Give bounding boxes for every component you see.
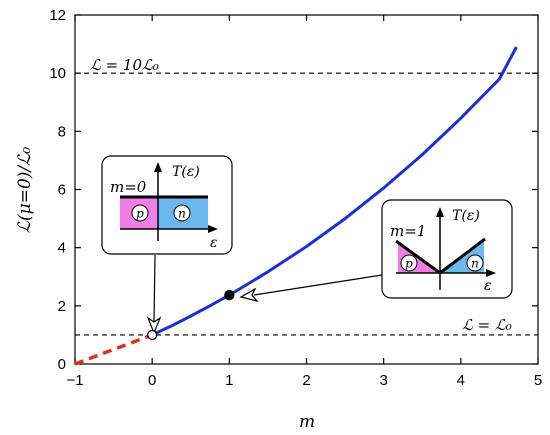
arrow-head-m0	[146, 316, 162, 335]
inset-m1-p-label: p	[405, 257, 413, 271]
x-tick-label: 3	[379, 372, 387, 389]
arrow-line-m1	[253, 274, 383, 296]
y-tick-label: 0	[58, 356, 66, 373]
inset-m0-ylabel: T(ε)	[172, 164, 200, 180]
solid-series-line	[151, 46, 518, 337]
inset-m1-mass-label: m=1	[390, 222, 426, 240]
ref-label-10: ℒ = 10ℒ₀	[90, 56, 159, 74]
inset-m0-p-circle	[131, 204, 149, 222]
y-tick-label: 10	[49, 65, 66, 82]
markers-group	[147, 289, 235, 341]
inset-m1-n-label: n	[471, 257, 479, 271]
inset-m0-n-label: n	[178, 207, 186, 221]
y-tick-label: 8	[58, 123, 66, 140]
x-tick-label: 1	[225, 372, 233, 389]
inset-m0-x-arrow	[208, 225, 218, 233]
inset-m1-x-arrow	[486, 269, 496, 277]
inset-m1-right-edge	[439, 237, 486, 275]
y-tick-label: 2	[58, 298, 66, 315]
inset-m0-y-arrow	[154, 162, 162, 172]
inset-m0-xlabel: ε	[210, 235, 218, 251]
inset-arrows	[146, 254, 383, 335]
inset-m1-y-arrow	[436, 207, 444, 217]
y-tick-label: 4	[58, 240, 66, 257]
open-marker	[147, 329, 158, 341]
inset-m1-xlabel: ε	[484, 278, 492, 294]
inset-m0-p-label: p	[136, 207, 144, 221]
inset-m0-mass-label: m=0	[110, 178, 147, 196]
inset-m1: T(ε) ε m=1 p n	[381, 199, 513, 299]
series-group	[74, 46, 518, 366]
y-tick-label: 6	[58, 182, 66, 199]
x-tick-label: 2	[302, 372, 310, 389]
x-tick-label: 5	[534, 372, 542, 389]
x-tick-label: 4	[457, 372, 465, 389]
inset-m0: T(ε) ε m=0 p n	[101, 155, 233, 255]
ref-label-1: ℒ = ℒ₀	[462, 316, 512, 334]
arrow-line-m0	[153, 254, 156, 323]
arrow-head-m1	[239, 287, 259, 303]
x-tick-label: 0	[148, 372, 156, 389]
inset-m1-ylabel: T(ε)	[452, 208, 480, 224]
x-tick-label: −1	[66, 372, 83, 389]
filled-marker	[224, 289, 235, 301]
inset-m1-p-circle	[400, 254, 418, 272]
x-axis-label: m	[299, 412, 315, 432]
dashed-series-line	[74, 333, 153, 366]
inset-m1-left-edge	[395, 239, 441, 275]
inset-m0-n-circle	[173, 204, 191, 222]
y-axis-label: ℒ(μ=0)/ℒ₀	[15, 147, 35, 234]
inset-m1-n-circle	[466, 254, 484, 272]
y-tick-label: 12	[49, 7, 66, 24]
